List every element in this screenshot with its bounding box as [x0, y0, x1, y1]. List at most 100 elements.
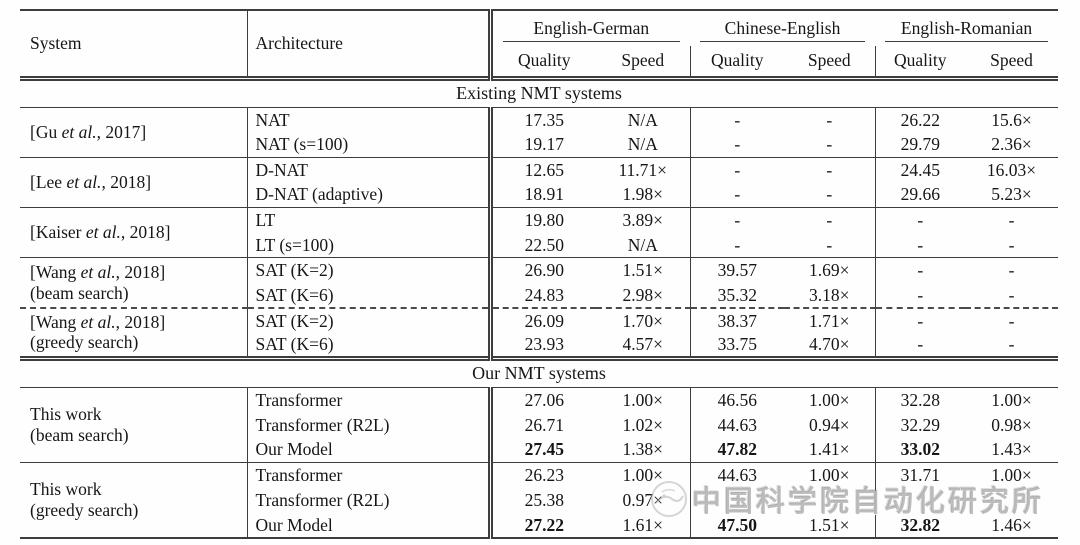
- value-cell: 0.97×: [596, 487, 691, 513]
- value-cell: 1.00×: [596, 461, 691, 488]
- value-cell: 23.93: [524, 333, 564, 354]
- value-cell: 1.43×: [991, 439, 1032, 460]
- value-cell: -: [784, 156, 876, 183]
- value-cell: 17.35: [490, 106, 596, 133]
- subheader-quality: Quality: [711, 50, 764, 71]
- et-al-italic: et al.: [80, 311, 116, 332]
- value-cell: 1.38×: [596, 437, 691, 463]
- section-title: Existing NMT systems: [20, 75, 1059, 108]
- table-row: Our Model 27.45 1.38× 47.82 1.41× 33.02 1.43×: [20, 437, 1058, 463]
- value-cell: 4.70×: [784, 332, 876, 359]
- table-row: [Wang et al., 2018] (greedy search) SAT (K…: [20, 306, 1059, 359]
- value-cell: -: [875, 257, 966, 283]
- architecture-cell: NAT (s=100): [247, 132, 493, 158]
- value-cell: -: [875, 206, 966, 233]
- table-row: This work (beam search) Transformer 27.06 1.…: [20, 386, 1059, 463]
- value-cell: 5.23×: [991, 184, 1032, 205]
- value-cell: 1.46×: [991, 514, 1032, 535]
- value-cell: 12.65: [490, 156, 596, 183]
- system-cell: [Lee et al., 2018]: [20, 156, 248, 208]
- value-cell: -: [690, 156, 785, 183]
- value-cell: 1.02×: [596, 412, 691, 438]
- system-cell-line2: (beam search): [30, 282, 129, 303]
- architecture-cell: LT (s=100): [247, 232, 493, 258]
- value-cell: 47.82: [717, 439, 757, 460]
- header-row-groups: System Architecture English-German Chine…: [20, 10, 1058, 78]
- table-row: This work (greedy search) Transformer 26.23…: [20, 461, 1059, 538]
- table-row: Our Model 27.22 1.61× 47.50 1.51× 32.82 1.46×: [20, 512, 1058, 538]
- value-cell: 33.02: [900, 439, 940, 460]
- value-cell: 26.90: [490, 257, 596, 283]
- value-cell: -: [784, 206, 876, 233]
- architecture-cell: SAT (K=2): [247, 306, 493, 333]
- group-header-english-romanian: English-Romanian: [875, 10, 1058, 46]
- architecture-cell: SAT (K=2): [247, 257, 493, 283]
- architecture-cell: Our Model: [247, 437, 493, 463]
- value-cell: 15.6×: [965, 106, 1059, 133]
- value-cell: 29.66: [900, 184, 940, 205]
- value-cell: 1.00×: [965, 386, 1059, 413]
- architecture-cell: SAT (K=6): [247, 332, 493, 359]
- value-cell: 0.94×: [784, 412, 876, 438]
- value-cell: -: [1008, 284, 1015, 305]
- et-al-italic: et al.: [66, 172, 102, 193]
- value-cell: 32.82: [900, 514, 940, 535]
- value-cell: -: [1008, 333, 1015, 354]
- architecture-cell: NAT: [247, 106, 493, 133]
- group-header-english-german: English-German: [490, 10, 690, 46]
- value-cell: -: [784, 232, 876, 258]
- architecture-cell: D-NAT: [247, 156, 493, 183]
- subheader-speed: Speed: [596, 46, 691, 78]
- table-row: [Wang et al., 2018] (beam search) SAT (K=2…: [20, 257, 1059, 308]
- value-cell: 24.83: [524, 284, 564, 305]
- value-cell: -: [917, 333, 924, 354]
- value-cell: -: [965, 206, 1059, 233]
- value-cell: 1.98×: [596, 182, 691, 208]
- table-row: [Lee et al., 2018] D-NAT 12.65 11.71× - -24.4…: [20, 156, 1059, 208]
- value-cell: 26.22: [875, 106, 966, 133]
- value-cell: N/A: [596, 232, 691, 258]
- et-al-italic: et al.: [80, 261, 116, 282]
- value-cell: 29.79: [900, 134, 940, 155]
- section-title-row: Our NMT systems: [20, 355, 1059, 388]
- value-cell: [875, 488, 965, 513]
- subheader-quality: Quality: [518, 50, 571, 71]
- value-cell: 1.00×: [596, 386, 691, 413]
- table-body: Existing NMT systems [Gu et al., 2017] NAT…: [20, 75, 1059, 538]
- value-cell: 1.51×: [784, 512, 876, 538]
- value-cell: 22.50: [524, 234, 564, 255]
- table-row: [Gu et al., 2017] NAT 17.35 N/A - -26.22 15.6×: [20, 106, 1059, 158]
- value-cell: -: [784, 132, 876, 158]
- value-cell: 0.98×: [991, 414, 1032, 435]
- value-cell: 38.37: [690, 306, 785, 333]
- table-row: SAT (K=6) 23.93 4.57× 33.75 4.70× - -: [20, 332, 1058, 359]
- value-cell: 44.63: [717, 414, 757, 435]
- system-cell: [Wang et al., 2018] (greedy search): [20, 306, 248, 359]
- value-cell: -: [784, 106, 876, 133]
- system-cell: [Wang et al., 2018] (beam search): [20, 257, 248, 308]
- system-cell: [Gu et al., 2017]: [20, 106, 248, 158]
- value-cell: -: [784, 182, 876, 208]
- value-cell: 31.71: [875, 461, 966, 488]
- value-cell: 4.57×: [596, 332, 691, 359]
- value-cell: 2.98×: [596, 282, 691, 308]
- architecture-cell: Transformer: [247, 461, 493, 488]
- value-cell: 32.29: [900, 414, 940, 435]
- table-row: SAT (K=6) 24.83 2.98× 35.32 3.18× - -: [20, 282, 1058, 308]
- value-cell: 18.91: [524, 184, 564, 205]
- value-cell: 46.56: [690, 386, 785, 413]
- value-cell: 1.51×: [596, 257, 691, 283]
- value-cell: -: [965, 306, 1059, 333]
- system-cell-line2: (greedy search): [30, 499, 139, 520]
- system-cell: This work (greedy search): [20, 461, 248, 538]
- value-cell: 27.45: [524, 439, 564, 460]
- value-cell: -: [917, 234, 924, 255]
- value-cell: -: [734, 184, 741, 205]
- architecture-cell: LT: [247, 206, 493, 233]
- architecture-cell: D-NAT (adaptive): [247, 182, 493, 208]
- et-al-italic: et al.: [85, 222, 121, 243]
- value-cell: 16.03×: [965, 156, 1059, 183]
- table-header: System Architecture English-German Chine…: [20, 10, 1058, 78]
- value-cell: 1.00×: [784, 386, 876, 413]
